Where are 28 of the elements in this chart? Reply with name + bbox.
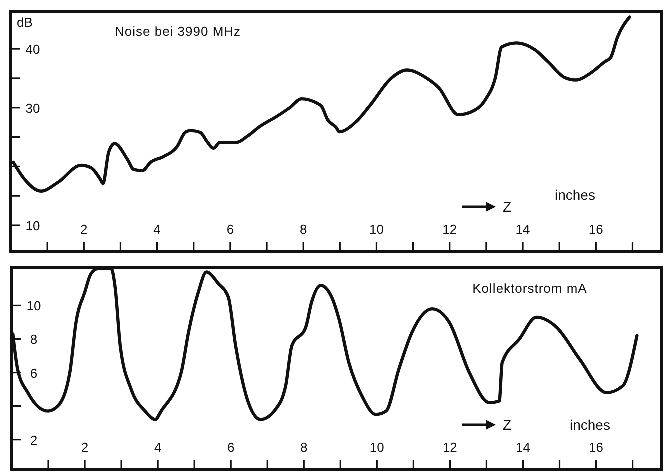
x-tick-label: 8 (300, 222, 308, 237)
y-axis-title: dB (17, 15, 33, 30)
x-tick-label: 4 (154, 222, 161, 237)
x-tick-label: 8 (300, 440, 308, 455)
x-tick-label: 14 (516, 440, 530, 455)
x-axis-title: Z (503, 417, 512, 433)
x-tick-label: 16 (588, 222, 604, 237)
x-tick-label: 2 (80, 222, 88, 237)
x-tick-label: 12 (442, 440, 458, 455)
y-tick-label: 10 (26, 298, 42, 314)
text: Kollektorstrom mA (472, 281, 588, 296)
text: Noise bei 3990 MHz (115, 24, 242, 39)
annotation: inches (570, 417, 610, 433)
y-tick-label: 40 (26, 42, 40, 58)
x-tick-label: 16 (589, 440, 604, 455)
x-tick-label: 6 (227, 440, 235, 455)
annotation: inches (555, 187, 596, 203)
y-tick-label: 6 (30, 366, 38, 381)
x-tick-label: 10 (369, 222, 384, 237)
x-tick-label: 4 (154, 440, 162, 455)
x-tick-label: 12 (442, 222, 458, 237)
x-tick-label: 10 (370, 440, 384, 455)
y-tick-label: 8 (30, 332, 38, 348)
x-tick-label: 14 (516, 222, 530, 237)
y-tick-label: 30 (26, 100, 40, 116)
x-tick-label: 6 (226, 222, 234, 237)
x-tick-label: 2 (81, 440, 89, 455)
x-axis-title: Z (503, 199, 512, 215)
